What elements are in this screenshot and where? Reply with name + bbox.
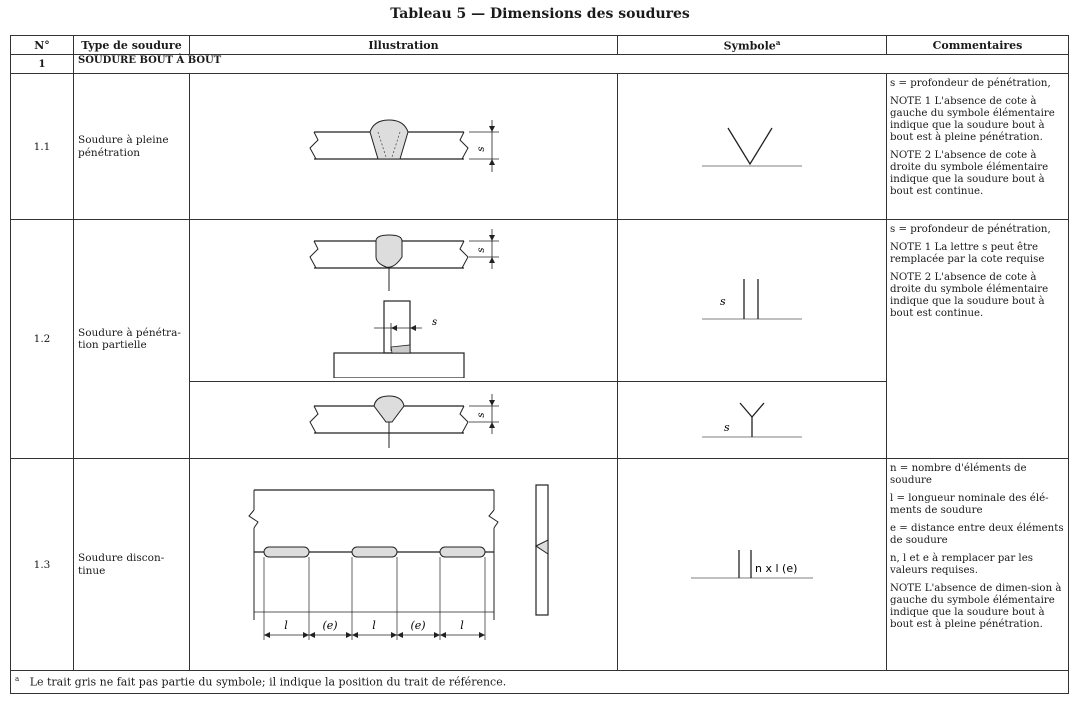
header-commentaires: Commentaires: [886, 35, 1069, 55]
comment: NOTE 1 L'absence de cote à gauche du sym…: [890, 96, 1055, 144]
symbol-y-weld: s: [617, 381, 887, 459]
header-row: N° Type de soudure Illustration Symbolea…: [10, 35, 1069, 55]
row-num: 1.3: [10, 458, 74, 671]
square-weld-symbol: s: [702, 278, 802, 320]
table-row: s s: [11, 381, 1069, 459]
partial-penetration-weld-drawing: s s: [308, 229, 499, 378]
section-row: 1 SOUDURE BOUT À BOUT: [10, 54, 1069, 74]
comment: n = nombre d'éléments de soudure: [890, 463, 1027, 487]
comment: s = profondeur de pénétration,: [890, 78, 1051, 89]
intermittent-weld-drawing: l (e) l (e) l: [247, 483, 549, 640]
comment: NOTE L'absence de dimen-sion à gauche du…: [890, 583, 1062, 631]
row-num: 1.1: [10, 73, 74, 220]
header-symbole-footnote-mark: a: [775, 37, 781, 47]
dimension-label-l: l: [460, 619, 464, 632]
footnote-text: Le trait gris ne fait pas partie du symb…: [29, 675, 507, 689]
comment: NOTE 2 L'absence de cote à droite du sym…: [890, 272, 1049, 320]
symbol-intermittent: n x l (e): [617, 458, 887, 671]
table-title: Tableau 5 — Dimensions des soudures: [390, 6, 690, 22]
weld-type: Soudure discon-tinue: [73, 458, 190, 671]
comment: l = longueur nominale des élé-ments de s…: [890, 493, 1049, 517]
v-weld-symbol: [702, 127, 802, 167]
symbol-square-weld: s: [617, 219, 887, 382]
table-row: 1.1 Soudure à pleine pénétration s: [10, 73, 1069, 220]
header-type: Type de soudure: [73, 35, 190, 55]
comment: s = profondeur de pénétration,: [890, 224, 1051, 235]
dimension-label-e: (e): [410, 619, 425, 632]
section-num: 1: [10, 54, 74, 74]
footnote: a Le trait gris ne fait pas partie du sy…: [10, 670, 1069, 694]
header-illustration: Illustration: [189, 35, 618, 55]
symbol-label-nxl: n x l (e): [755, 562, 797, 575]
illustration-full-penetration: s: [189, 73, 618, 220]
comment: NOTE 2 L'absence de cote à droite du sym…: [890, 150, 1049, 198]
dimension-label-e: (e): [322, 619, 337, 632]
header-num: N°: [10, 35, 74, 55]
dimension-label-s: s: [476, 146, 487, 151]
section-label: SOUDURE BOUT À BOUT: [73, 54, 1069, 74]
comment: NOTE 1 La lettre s peut être remplacée p…: [890, 242, 1045, 266]
weld-dimensions-table: N° Type de soudure Illustration Symbolea…: [10, 35, 1069, 694]
symbol-label-s: s: [724, 421, 730, 434]
illustration-intermittent: l (e) l (e) l: [189, 458, 618, 671]
symbol-full-penetration: [617, 73, 887, 220]
illustration-partial-penetration: s s: [189, 219, 618, 382]
table-row: 1.2 Soudure à pénétra-tion partielle s: [10, 219, 1069, 459]
dimension-label-s: s: [432, 317, 437, 328]
dimension-label-l: l: [372, 619, 376, 632]
weld-type: Soudure à pleine pénétration: [73, 73, 190, 220]
dimension-label-s: s: [476, 412, 487, 417]
header-symbole-label: Symbole: [723, 39, 776, 53]
comments-1-3: n = nombre d'éléments de soudure l = lon…: [886, 458, 1069, 671]
comment: n, l et e à remplacer par les valeurs re…: [890, 553, 1033, 577]
footnote-mark: a: [15, 675, 20, 684]
comment: e = distance entre deux éléments de soud…: [890, 523, 1064, 547]
comments-1-1: s = profondeur de pénétration, NOTE 1 L'…: [886, 73, 1069, 220]
footnote-row: a Le trait gris ne fait pas partie du sy…: [10, 670, 1069, 694]
symbol-label-s: s: [720, 295, 726, 308]
table-row: 1.3 Soudure discon-tinue: [10, 458, 1069, 671]
dimension-label-s: s: [476, 247, 487, 252]
header-symbole: Symbolea: [617, 35, 887, 55]
comments-1-2: s = profondeur de pénétration, NOTE 1 La…: [886, 219, 1069, 459]
intermittent-weld-symbol: n x l (e): [691, 549, 813, 579]
partial-v-weld-drawing: s: [308, 393, 499, 448]
y-weld-symbol: s: [702, 402, 802, 438]
illustration-partial-v: s: [189, 381, 618, 459]
weld-type: Soudure à pénétra-tion partielle: [73, 219, 190, 459]
full-penetration-weld-drawing: s: [308, 118, 499, 172]
dimension-label-l: l: [284, 619, 288, 632]
row-num: 1.2: [10, 219, 74, 459]
